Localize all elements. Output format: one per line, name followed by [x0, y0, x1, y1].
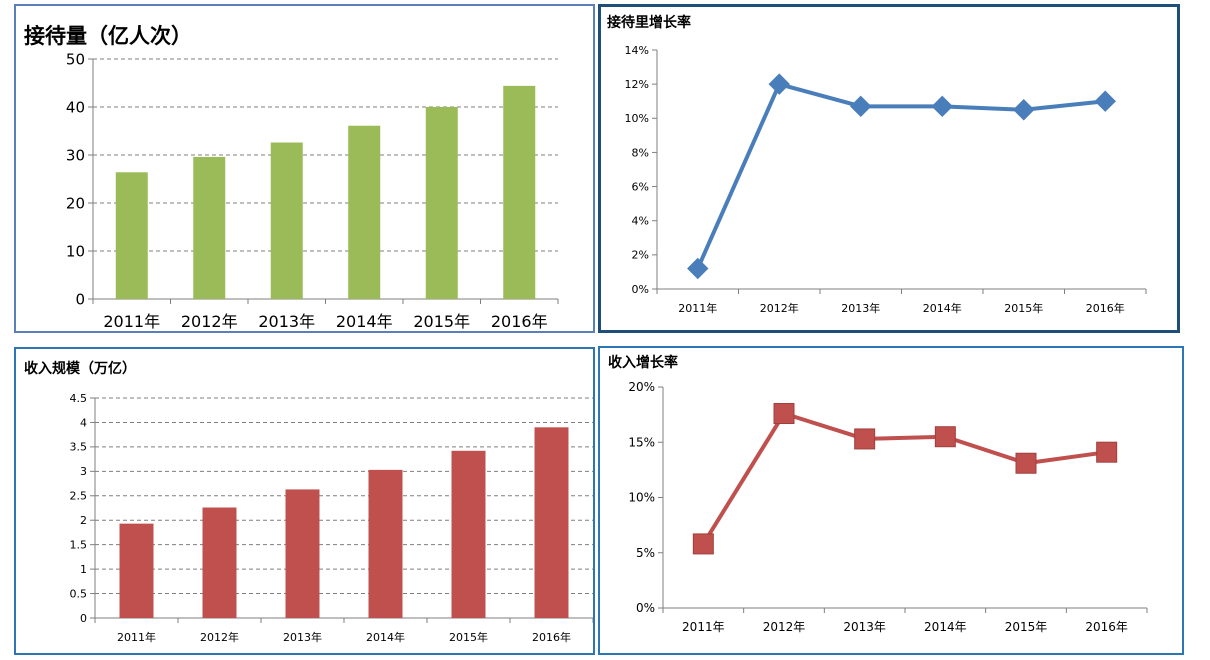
x-tick-label: 2011年 — [678, 301, 717, 315]
x-tick-label: 2012年 — [763, 620, 806, 634]
y-tick-label: 4% — [632, 215, 649, 228]
x-tick-label: 2013年 — [258, 312, 315, 331]
x-tick-label: 2012年 — [760, 301, 799, 315]
bar — [348, 125, 381, 299]
y-tick-label: 3.5 — [70, 441, 88, 454]
y-tick-label: 10 — [66, 242, 85, 260]
x-tick-label: 2011年 — [117, 630, 156, 644]
chart-title: 接待量（亿人次） — [24, 24, 192, 48]
x-tick-label: 2012年 — [181, 312, 238, 331]
revenue-growth-line-chart-panel: 收入增长率 0% 5% 10% 15% 20% 2011年 2012年 2013年 2014年 2… — [598, 346, 1184, 655]
y-tick-label: 0.5 — [70, 587, 88, 600]
bar — [115, 172, 148, 299]
x-tick-label: 2013年 — [843, 620, 886, 634]
y-tick-label: 20% — [628, 380, 655, 394]
x-tick-label: 2011年 — [682, 620, 725, 634]
data-point — [854, 428, 876, 450]
y-tick-label: 50 — [66, 50, 85, 68]
x-tick-label: 2012年 — [200, 630, 239, 644]
y-tick-label: 14% — [625, 44, 649, 57]
visitors-growth-line-chart: 0% 2% 4% 6% 8% 10% 12% 14% 2011年 2012年 2013年 2014年 2… — [625, 44, 1147, 315]
bar — [425, 107, 458, 299]
x-tick-label: 2015年 — [449, 630, 488, 644]
y-tick-label: 0% — [636, 601, 655, 615]
x-tick-label: 2014年 — [336, 312, 393, 331]
series-line — [695, 82, 1106, 270]
bar — [285, 489, 320, 618]
x-tick-label: 2014年 — [923, 301, 962, 315]
y-tick-label: 30 — [66, 146, 85, 164]
data-point — [850, 95, 872, 118]
y-tick-label: 0% — [632, 283, 649, 296]
x-tick-label: 2015年 — [1005, 620, 1048, 634]
bar — [534, 427, 569, 618]
data-point — [687, 257, 709, 280]
data-point — [1096, 441, 1118, 463]
series-line — [701, 411, 1107, 545]
y-tick-label: 0 — [75, 290, 85, 308]
y-tick-label: 12% — [625, 78, 649, 91]
visitors-bar-chart-panel: 接待量（亿人次） 0 10 20 30 40 50 2011年 2012年 2013年 2014年… — [14, 4, 595, 333]
x-tick-label: 2015年 — [413, 312, 470, 331]
visitors-bar-chart: 0 10 20 30 40 50 2011年 2012年 2013年 2014年 2015年 2016… — [66, 50, 559, 331]
y-tick-label: 20 — [66, 194, 85, 212]
y-tick-label: 15% — [628, 435, 655, 449]
y-tick-label: 1 — [80, 563, 87, 576]
y-tick-label: 10% — [625, 112, 649, 125]
data-point — [931, 95, 953, 118]
revenue-bar-chart: 0 0.5 1 1.5 2 2.5 3 3.5 4 4.5 2011年 2012年 2013年 2014年… — [70, 392, 593, 644]
data-point — [773, 403, 795, 425]
bar — [202, 507, 237, 618]
bar — [119, 523, 154, 618]
revenue-growth-line-chart: 0% 5% 10% 15% 20% 2011年 2012年 2013年 2014年 2015年 20… — [628, 380, 1148, 634]
bar — [503, 85, 536, 299]
data-point — [768, 73, 790, 95]
y-tick-label: 8% — [632, 146, 649, 159]
y-tick-label: 40 — [66, 98, 85, 116]
x-tick-label: 2016年 — [1085, 620, 1128, 634]
bar — [451, 450, 486, 618]
visitors-growth-line-chart-panel: 接待里增长率 0% 2% 4% 6% 8% 10% 12% 14% 2011年 2012年 2013… — [598, 4, 1180, 333]
bar — [193, 156, 226, 299]
chart-title: 收入增长率 — [608, 355, 678, 371]
data-point — [1094, 90, 1116, 112]
x-tick-label: 2011年 — [103, 312, 160, 331]
x-tick-label: 2014年 — [924, 620, 967, 634]
data-point — [692, 533, 714, 555]
data-point — [1015, 452, 1037, 474]
y-tick-label: 4 — [80, 416, 87, 429]
x-tick-label: 2013年 — [841, 301, 880, 315]
x-tick-label: 2015年 — [1004, 301, 1043, 315]
bar — [368, 469, 403, 618]
y-tick-label: 2% — [632, 249, 649, 262]
y-tick-label: 2 — [80, 514, 87, 527]
y-tick-label: 5% — [636, 546, 655, 560]
x-tick-label: 2013年 — [283, 630, 322, 644]
y-tick-label: 3 — [80, 465, 87, 478]
x-tick-label: 2016年 — [532, 630, 571, 644]
x-tick-label: 2016年 — [491, 312, 548, 331]
y-tick-label: 0 — [80, 612, 87, 625]
data-point — [934, 426, 956, 448]
y-tick-label: 10% — [628, 491, 655, 505]
chart-title: 收入规模（万亿） — [24, 361, 136, 377]
x-tick-label: 2016年 — [1086, 301, 1125, 315]
x-tick-label: 2014年 — [366, 630, 405, 644]
chart-title: 接待里增长率 — [607, 15, 691, 31]
y-tick-label: 6% — [632, 180, 649, 193]
y-tick-label: 2.5 — [70, 490, 88, 503]
revenue-bar-chart-panel: 收入规模（万亿） 0 0.5 1 1.5 2 2.5 3 3.5 4 4.5 2011年 2012年 2… — [14, 347, 595, 655]
y-tick-label: 4.5 — [70, 392, 88, 405]
bar — [270, 142, 303, 299]
data-point — [1013, 99, 1035, 121]
y-tick-label: 1.5 — [70, 539, 88, 552]
